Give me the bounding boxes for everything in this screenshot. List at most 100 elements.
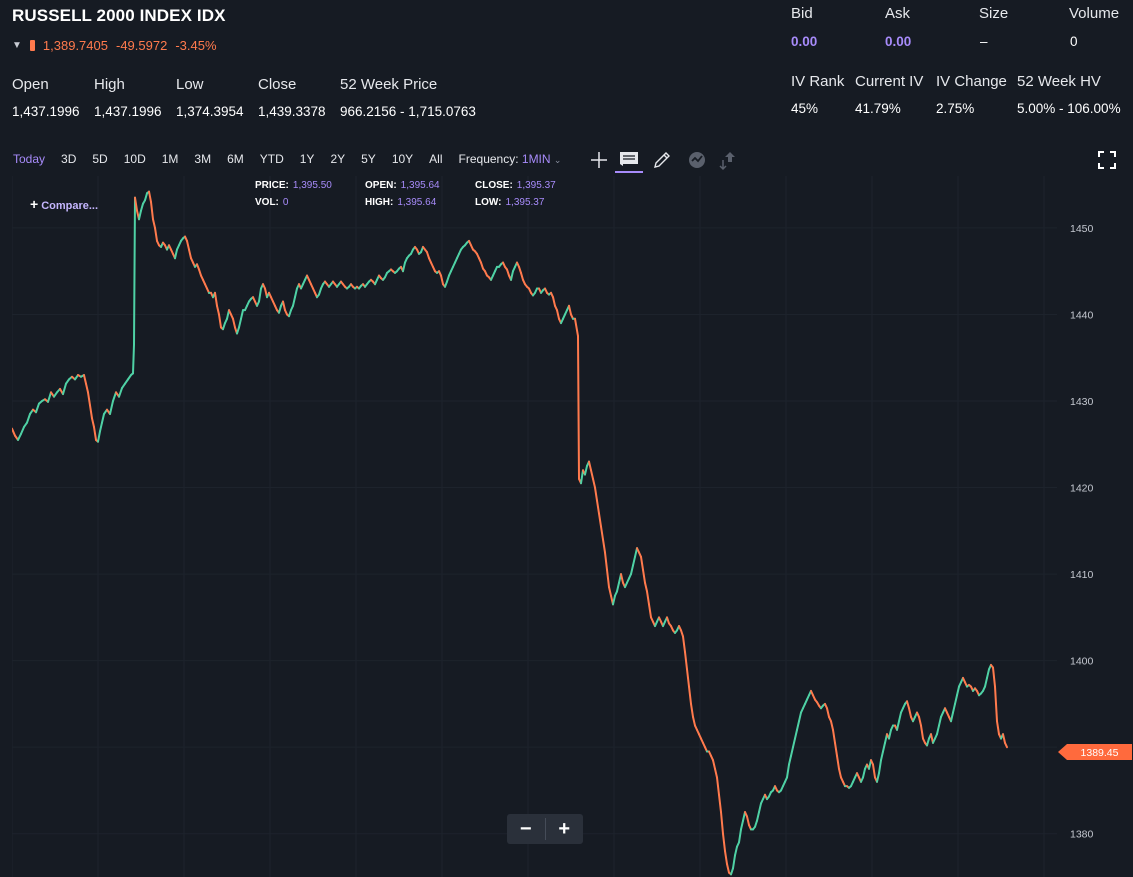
price-segment: [724, 850, 728, 866]
price-segment: [690, 702, 694, 718]
price-segment: [714, 767, 718, 779]
price-segment: [644, 581, 648, 593]
price-segment: [604, 551, 608, 571]
stat-ask-value: 0.00: [885, 34, 912, 49]
price-segment: [712, 759, 716, 770]
price-segment: [646, 590, 650, 606]
fullscreen-icon: [1098, 151, 1116, 169]
last-price-tag-shape: [1058, 743, 1132, 760]
frequency-select[interactable]: Frequency: 1MIN ⌄: [459, 152, 562, 166]
range-1m[interactable]: 1M: [161, 152, 179, 166]
frequency-value: 1MIN: [521, 152, 551, 166]
price-segment: [174, 248, 178, 260]
stat-close-label: Close: [258, 76, 297, 93]
price-segment: [20, 425, 25, 435]
price-segment: [1002, 733, 1006, 744]
price-segment: [792, 737, 796, 749]
stat-52week-hv-label: 52 Week HV: [1017, 73, 1101, 90]
price-segment: [577, 335, 580, 480]
range-2y[interactable]: 2Y: [330, 152, 346, 166]
price-segment: [93, 425, 97, 441]
compare-button[interactable]: + Compare...: [30, 196, 98, 212]
draw-tool-button[interactable]: [648, 147, 676, 173]
price-segment: [133, 196, 136, 346]
price-segment: [620, 573, 624, 584]
zoom-divider: [544, 818, 546, 840]
range-5y[interactable]: 5Y: [361, 152, 376, 166]
y-tick-label: 1410: [1070, 569, 1094, 581]
price-segment: [101, 412, 105, 424]
price-segment: [118, 387, 123, 398]
price-segment: [83, 374, 87, 385]
price-segment: [292, 296, 296, 307]
price-segment: [950, 711, 954, 723]
price-segment: [862, 767, 866, 779]
fullscreen-button[interactable]: [1096, 149, 1118, 171]
y-tick-label: 1420: [1070, 483, 1094, 495]
range-all[interactable]: All: [429, 152, 443, 166]
frequency-label: Frequency:: [458, 152, 519, 166]
price-segment: [956, 685, 960, 697]
net-change: -49.5972: [115, 38, 168, 53]
price-segment: [984, 676, 988, 688]
zoom-out-button[interactable]: −: [507, 814, 545, 844]
price-segment: [426, 251, 430, 260]
range-3m[interactable]: 3M: [194, 152, 212, 166]
range-1y[interactable]: 1Y: [299, 152, 315, 166]
price-segment: [85, 382, 89, 394]
price-segment: [99, 421, 103, 433]
info-low-label: LOW:: [475, 197, 502, 208]
compare-label: Compare...: [41, 200, 99, 212]
share-tool-button[interactable]: [713, 147, 741, 173]
price-segment: [590, 469, 594, 480]
price-segment: [258, 287, 262, 303]
price-segment: [188, 248, 192, 260]
crosshair-tool-button[interactable]: [585, 147, 613, 173]
range-3d[interactable]: 3D: [61, 152, 77, 166]
price-segment: [836, 754, 840, 770]
stat-low-value: 1,374.3954: [176, 104, 244, 119]
stat-size-label: Size: [979, 5, 1009, 22]
info-low: LOW: 1,395.37: [475, 197, 544, 208]
stat-bid-value: 0.00: [791, 34, 818, 49]
price-segment: [630, 564, 634, 576]
chevron-down-icon[interactable]: ▼: [12, 40, 22, 51]
stat-close-value: 1,439.3378: [258, 104, 326, 119]
price-segment: [716, 776, 720, 796]
last-price-tag: 1389.45: [1058, 743, 1132, 760]
price-segment: [236, 326, 240, 335]
price-segment: [154, 226, 158, 242]
price-segment: [596, 499, 600, 515]
price-segment: [746, 815, 750, 827]
price-segment: [1004, 741, 1008, 749]
price-chart[interactable]: 13801390140014101420143014401450 1389.45: [12, 176, 1133, 877]
price-segment: [878, 759, 882, 775]
range-ytd[interactable]: YTD: [259, 152, 284, 166]
price-segment: [440, 274, 444, 286]
price-series: [12, 190, 1008, 876]
price-segment: [906, 700, 910, 710]
price-segment: [734, 845, 738, 857]
price-segment: [796, 720, 800, 731]
price-segment: [288, 309, 292, 318]
price-segment: [574, 317, 579, 338]
range-5d[interactable]: 5D: [92, 152, 108, 166]
stat-size-value: –: [980, 34, 988, 49]
range-today[interactable]: Today: [13, 152, 46, 166]
price-segment: [722, 832, 726, 853]
crosshair-icon: [591, 152, 607, 168]
info-price-value: 1,395.50: [292, 180, 332, 191]
range-10y[interactable]: 10Y: [391, 152, 414, 166]
price-segment: [26, 412, 31, 424]
price-segment: [112, 391, 117, 403]
price-segment: [756, 811, 760, 822]
price-segment: [684, 650, 688, 671]
zoom-in-button[interactable]: +: [546, 814, 584, 844]
price-segment: [758, 802, 762, 814]
price-segment: [600, 525, 604, 541]
price-segment: [786, 763, 790, 779]
trade-tool-button[interactable]: [683, 147, 711, 173]
range-10d[interactable]: 10D: [123, 152, 146, 166]
range-6m[interactable]: 6M: [227, 152, 244, 166]
study-tool-button[interactable]: [615, 147, 643, 173]
